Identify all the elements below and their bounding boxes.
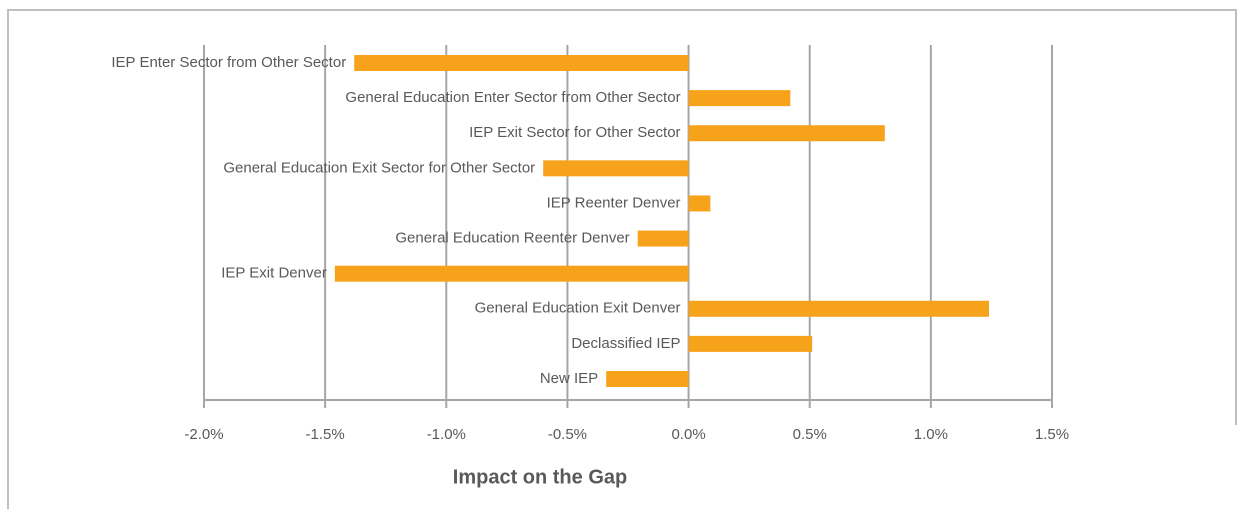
bar — [543, 160, 689, 177]
bar — [688, 90, 791, 107]
x-tick-label: 0.0% — [671, 426, 705, 443]
category-label: IEP Exit Denver — [221, 265, 327, 282]
x-tick-label: -2.0% — [184, 426, 223, 443]
bar — [688, 300, 990, 317]
bar — [688, 195, 711, 212]
x-tick-label: -1.5% — [306, 426, 345, 443]
x-tick-label: 1.0% — [914, 426, 948, 443]
x-tick-label: 1.5% — [1035, 426, 1069, 443]
bar — [688, 125, 885, 142]
category-label: General Education Enter Sector from Othe… — [345, 89, 680, 106]
category-label: General Education Exit Sector for Other … — [223, 159, 535, 176]
category-label: IEP Enter Sector from Other Sector — [111, 54, 346, 71]
bar — [354, 55, 689, 71]
x-tick-label: 0.5% — [793, 426, 827, 443]
category-label: IEP Exit Sector for Other Sector — [469, 124, 680, 141]
x-tick-label: -0.5% — [548, 426, 587, 443]
bar — [334, 265, 689, 282]
category-label: IEP Reenter Denver — [547, 194, 681, 211]
category-label: General Education Reenter Denver — [395, 230, 629, 247]
bar — [688, 335, 813, 352]
category-label: General Education Exit Denver — [475, 300, 681, 317]
category-label: Declassified IEP — [571, 335, 680, 352]
x-axis-title: Impact on the Gap — [453, 466, 627, 488]
bar — [637, 230, 689, 247]
frame — [7, 9, 1237, 509]
category-label: New IEP — [540, 370, 598, 387]
x-tick-label: -1.0% — [427, 426, 466, 443]
bar — [606, 371, 689, 387]
